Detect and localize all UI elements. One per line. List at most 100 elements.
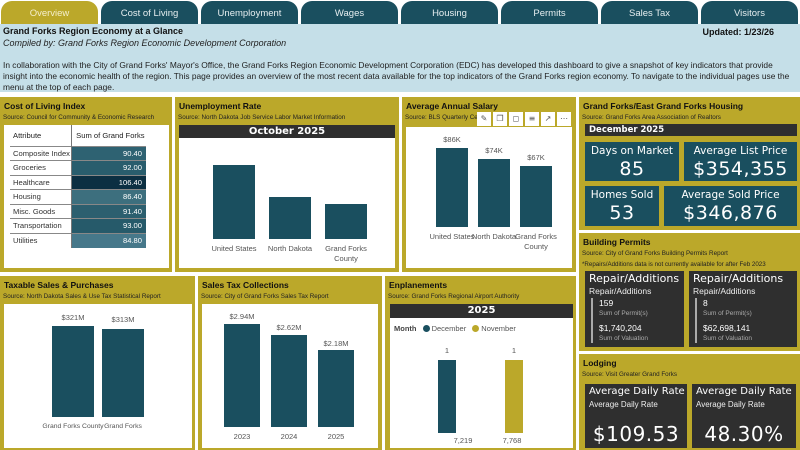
legend-dot-november: [472, 325, 480, 332]
card-label: Average Sold Price: [681, 189, 780, 201]
legend-dot-december: [422, 325, 430, 332]
salary-chart: $86K $74K $67K United States North Dakot…: [406, 127, 572, 268]
tab-unemployment[interactable]: Unemployment: [201, 1, 298, 24]
building-permits-panel: Building Permits Source: City of Grand F…: [579, 233, 800, 351]
permits-count-label: Sum of Permit(s): [703, 310, 752, 317]
category-label: North Dakota: [267, 244, 313, 253]
panel-title: Lodging: [583, 358, 617, 368]
updated-date: Updated: 1/23/26: [702, 27, 774, 37]
lodging-panel: Lodging Source: Visit Greater Grand Fork…: [579, 354, 800, 450]
card-value: $109.53: [592, 422, 680, 446]
row-attribute: Groceries: [10, 160, 72, 175]
bar-grand-forks[interactable]: [102, 329, 144, 417]
bar-2025[interactable]: [318, 350, 354, 427]
nav-tabs: Overview Cost of Living Unemployment Wag…: [0, 0, 800, 24]
card-value: 85: [619, 158, 645, 180]
bar-north-dakota[interactable]: [478, 159, 510, 227]
card-value: $346,876: [683, 202, 778, 224]
copy-icon[interactable]: ❐: [493, 112, 507, 126]
accent-bar: [695, 298, 697, 343]
tab-permits[interactable]: Permits: [501, 1, 598, 24]
bar-united-states[interactable]: [436, 148, 468, 227]
legend-item-november[interactable]: November: [481, 324, 516, 333]
cost-of-living-table: Attribute Sum of Grand Forks Composite I…: [10, 125, 146, 248]
pin-icon[interactable]: ✎: [477, 112, 491, 126]
bar-december[interactable]: [438, 360, 456, 433]
row-attribute: Transportation: [10, 218, 72, 233]
category-label: Grand Forks County: [325, 244, 367, 263]
tab-housing[interactable]: Housing: [401, 1, 498, 24]
period-banner: December 2025: [585, 124, 797, 136]
filter-icon[interactable]: ≡: [525, 112, 539, 126]
cost-of-living-table-visual: Attribute Sum of Grand Forks Composite I…: [4, 125, 169, 268]
category-label: Grand Forks County: [42, 423, 104, 430]
tab-cost-of-living[interactable]: Cost of Living: [101, 1, 198, 24]
permits-card-right: Repair/Additions Repair/Additions 8 Sum …: [689, 271, 797, 347]
legend-item-december[interactable]: December: [431, 324, 467, 333]
panel-title: Grand Forks/East Grand Forks Housing: [583, 101, 744, 111]
bar-value-label: $74K: [485, 146, 503, 155]
category-label: 7,219: [453, 436, 473, 445]
tab-visitors[interactable]: Visitors: [701, 1, 798, 24]
period-banner: 2025: [390, 304, 573, 318]
permits-count: 8: [703, 298, 708, 308]
table-row: Utilities 84.80: [10, 232, 146, 248]
category-label: 2023: [233, 432, 251, 441]
panel-title: Building Permits: [583, 237, 651, 247]
card-heading: Average Daily Rate: [696, 386, 792, 397]
card-label: Average List Price: [693, 145, 788, 157]
average-list-price-card: Average List Price $354,355: [684, 142, 797, 181]
bar-2024[interactable]: [271, 335, 307, 427]
row-value: 86.40: [71, 189, 146, 204]
category-label: United States: [211, 244, 257, 253]
row-attribute: Healthcare: [10, 174, 72, 190]
row-attribute: Composite Index: [10, 145, 72, 161]
bar-north-dakota[interactable]: [269, 197, 311, 239]
panel-source: Source: North Dakota Job Service Labor M…: [178, 114, 346, 121]
row-attribute: Utilities: [10, 232, 72, 248]
more-options-icon[interactable]: ⋯: [557, 112, 571, 126]
page-subtitle: Compiled by: Grand Forks Region Economic…: [3, 38, 287, 48]
housing-panel: Grand Forks/East Grand Forks Housing Sou…: [579, 97, 800, 230]
table-row: Transportation 93.00: [10, 218, 146, 233]
row-value: 84.80: [71, 232, 146, 248]
bell-icon[interactable]: ◻: [509, 112, 523, 126]
card-value: 48.30%: [704, 422, 784, 446]
valuation-value: $62,698,141: [703, 323, 751, 333]
sales-tax-panel: Sales Tax Collections Source: City of Gr…: [198, 276, 382, 450]
bar-value-label: 1: [444, 346, 450, 355]
bar-november[interactable]: [505, 360, 523, 433]
bar-grand-forks-county[interactable]: [325, 204, 367, 239]
permits-count: 159: [599, 298, 614, 308]
panel-title: Unemployment Rate: [179, 101, 262, 111]
tab-sales-tax[interactable]: Sales Tax: [601, 1, 698, 24]
tab-wages[interactable]: Wages: [301, 1, 398, 24]
table-row: Housing 86.40: [10, 189, 146, 204]
category-label: 2025: [327, 432, 345, 441]
bar-value-label: $2.94M: [229, 312, 255, 321]
panel-source: Source: Council for Community & Economic…: [3, 114, 155, 121]
page-header: Grand Forks Region Economy at a Glance C…: [0, 24, 800, 92]
days-on-market-card: Days on Market 85: [585, 142, 679, 181]
column-header-value[interactable]: Sum of Grand Forks: [71, 125, 146, 146]
unemployment-panel: Unemployment Rate Source: North Dakota J…: [175, 97, 399, 272]
card-heading: Repair/Additions: [693, 272, 784, 285]
card-subheading: Repair/Additions: [589, 286, 652, 296]
panel-source: Source: Grand Forks Area Association of …: [582, 114, 721, 121]
bar-grand-forks-county[interactable]: [52, 326, 94, 417]
table-row: Misc. Goods 91.40: [10, 203, 146, 219]
unemployment-chart: October 2025 4.33% 2.45% 2.10% United St…: [179, 125, 395, 268]
bar-united-states[interactable]: [213, 165, 255, 239]
period-banner: October 2025: [179, 125, 395, 138]
bar-2023[interactable]: [224, 324, 260, 427]
tab-overview[interactable]: Overview: [1, 1, 98, 24]
row-value: 93.00: [71, 218, 146, 233]
column-header-attribute[interactable]: Attribute: [13, 130, 42, 140]
valuation-label: Sum of Valuation: [703, 335, 753, 342]
bar-grand-forks-county[interactable]: [520, 166, 552, 227]
bar-value-label: $67K: [527, 153, 545, 162]
focus-mode-icon[interactable]: ↗: [541, 112, 555, 126]
panel-source: Source: Visit Greater Grand Forks: [582, 371, 678, 378]
category-label: Grand Forks County: [515, 232, 557, 251]
card-heading: Repair/Additions: [589, 272, 680, 285]
